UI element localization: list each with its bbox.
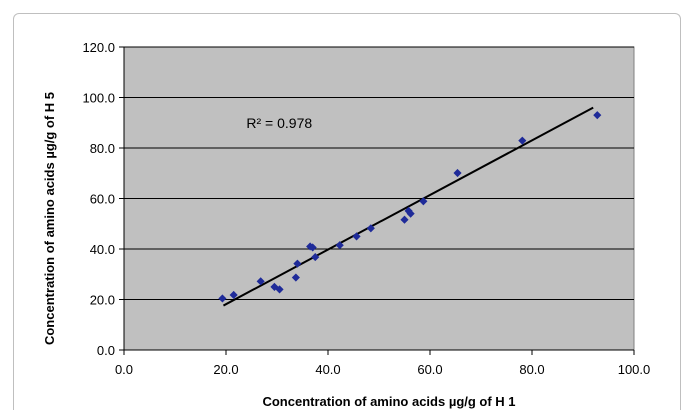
x-tick-label: 60.0 <box>417 362 442 377</box>
data-point <box>291 273 300 282</box>
x-axis-title: Concentration of amino acids µg/g of H 1 <box>262 394 515 409</box>
y-axis-title: Concentration of amino acids µg/g of H 5 <box>42 92 57 345</box>
data-point <box>453 168 462 178</box>
data-point <box>406 209 415 218</box>
x-axis-ticks: 0.0 20.0 40.0 60.0 80.0 100.0 <box>115 350 650 377</box>
data-point <box>218 294 227 303</box>
data-points <box>218 111 602 303</box>
x-tick-label: 80.0 <box>519 362 544 377</box>
data-point <box>400 215 409 224</box>
data-point <box>352 232 361 241</box>
data-point <box>308 243 317 252</box>
x-tick-label: 20.0 <box>213 362 238 377</box>
data-point <box>293 259 302 268</box>
trendline <box>222 106 594 307</box>
y-tick-label: 0.0 <box>97 343 115 358</box>
y-tick-label: 120.0 <box>82 40 115 55</box>
data-point <box>275 285 284 294</box>
data-point <box>270 282 279 291</box>
data-point <box>419 197 428 206</box>
y-tick-label: 60.0 <box>90 192 115 207</box>
y-tick-label: 40.0 <box>90 242 115 257</box>
data-point <box>256 277 265 286</box>
x-tick-label: 40.0 <box>315 362 340 377</box>
x-tick-label: 0.0 <box>115 362 133 377</box>
y-axis-ticks: 0.0 20.0 40.0 60.0 80.0 100.0 120.0 <box>82 40 124 358</box>
y-tick-label: 20.0 <box>90 293 115 308</box>
y-tick-label: 100.0 <box>82 91 115 106</box>
data-point <box>335 241 344 250</box>
y-tick-label: 80.0 <box>90 141 115 156</box>
gridlines <box>124 46 634 300</box>
data-point <box>593 111 602 120</box>
data-point <box>366 224 375 233</box>
data-point <box>311 253 320 262</box>
data-point <box>229 290 238 300</box>
data-point <box>518 136 527 145</box>
x-tick-label: 100.0 <box>618 362 651 377</box>
r-squared-annotation: R² = 0.978 <box>246 115 312 131</box>
